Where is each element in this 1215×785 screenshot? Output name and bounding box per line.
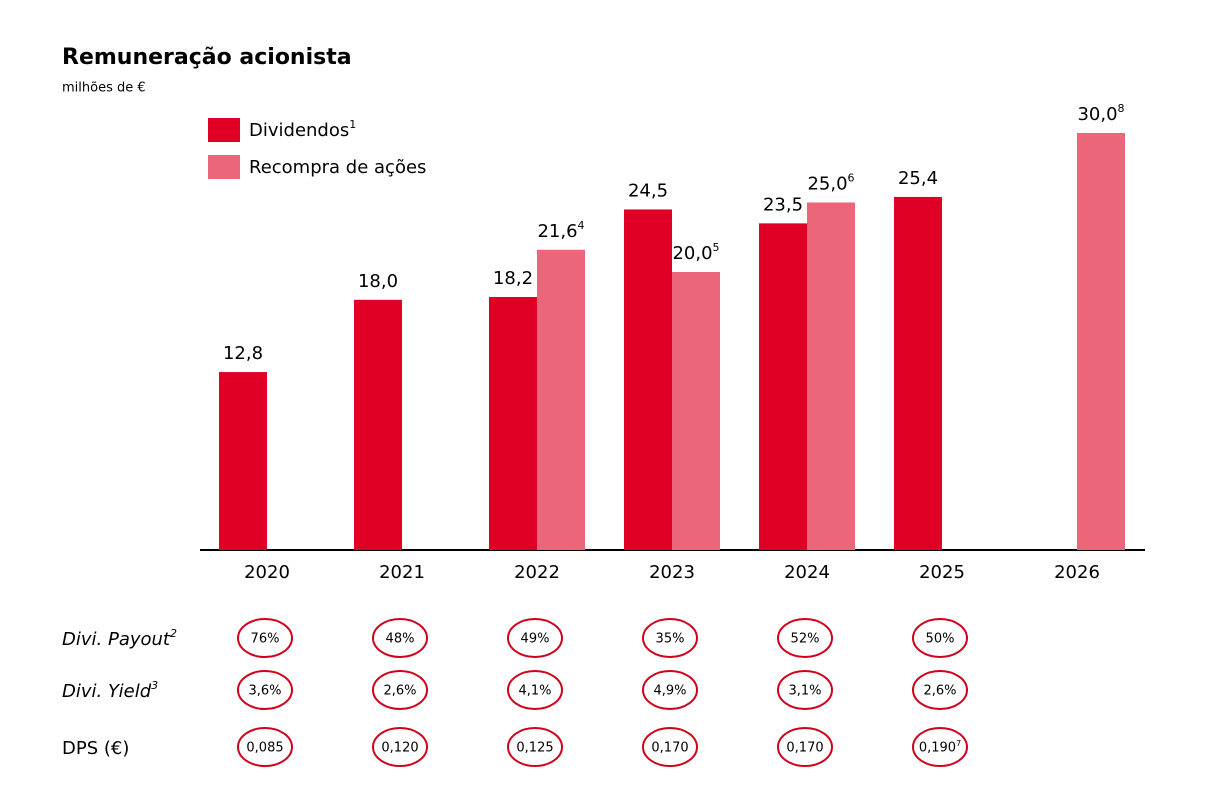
table-value: 3,1% (788, 684, 821, 699)
table-value: 0,120 (381, 741, 418, 756)
table-value: 2,6% (383, 684, 416, 699)
value-label: 30,08 (1077, 102, 1124, 126)
x-tick-label: 2020 (244, 562, 290, 583)
table-value: 0,085 (246, 741, 283, 756)
bar (624, 209, 672, 550)
table-value: 4,1% (518, 684, 551, 699)
value-label: 23,5 (763, 194, 803, 215)
value-circle (777, 670, 833, 710)
bar (759, 223, 807, 550)
value-label: 21,64 (537, 218, 584, 242)
value-circle (372, 727, 428, 767)
table-value: 0,170 (651, 741, 688, 756)
table-value: 48% (386, 632, 415, 647)
x-tick-label: 2023 (649, 562, 695, 583)
value-circle (912, 618, 968, 658)
bar (489, 297, 537, 550)
value-circle (912, 670, 968, 710)
value-circle (237, 727, 293, 767)
table-value: 2,6% (923, 684, 956, 699)
value-circle (507, 670, 563, 710)
bar (807, 202, 855, 550)
table-value: 0,125 (516, 741, 553, 756)
table-value: 52% (791, 632, 820, 647)
value-circle (912, 727, 968, 767)
value-label: 24,5 (628, 180, 668, 201)
footnote-marker: 2 (170, 627, 177, 640)
value-label: 18,2 (493, 268, 533, 289)
value-circle (372, 618, 428, 658)
value-label: 18,0 (358, 271, 398, 292)
bar (537, 249, 585, 550)
footnote-marker: 1 (349, 118, 356, 131)
value-circle (372, 670, 428, 710)
value-circle (507, 727, 563, 767)
bar (894, 196, 942, 550)
x-tick-label: 2022 (514, 562, 560, 583)
value-circle (777, 618, 833, 658)
value-label: 25,06 (807, 171, 854, 195)
row-label: DPS (€) (62, 738, 129, 759)
footnote-marker: 5 (713, 241, 720, 254)
footnote-marker: 4 (578, 218, 585, 231)
table-value: 76% (251, 632, 280, 647)
table-value: 0,1907 (919, 739, 961, 756)
row-label: Divi. Yield3 (62, 679, 158, 703)
chart-title: Remuneração acionista (62, 45, 352, 70)
value-circle (642, 670, 698, 710)
footnote-marker: 3 (151, 679, 158, 692)
value-circle (237, 670, 293, 710)
chart-subtitle: milhões de € (62, 81, 146, 96)
bar (354, 299, 402, 550)
legend-swatch (208, 118, 240, 142)
value-label: 25,4 (898, 168, 938, 189)
table-value: 49% (521, 632, 550, 647)
x-tick-label: 2024 (784, 562, 830, 583)
bar (1077, 133, 1125, 550)
x-tick-label: 2025 (919, 562, 965, 583)
table-value: 50% (926, 632, 955, 647)
value-circle (507, 618, 563, 658)
legend-label: Recompra de ações (249, 157, 426, 178)
row-label: Divi. Payout2 (62, 627, 177, 651)
bar (672, 272, 720, 550)
table-value: 35% (656, 632, 685, 647)
value-circle (642, 727, 698, 767)
legend-swatch (208, 155, 240, 179)
value-circle (777, 727, 833, 767)
table-value: 4,9% (653, 684, 686, 699)
table-value: 3,6% (248, 684, 281, 699)
x-tick-label: 2021 (379, 562, 425, 583)
value-label: 20,05 (672, 241, 719, 265)
x-tick-label: 2026 (1054, 562, 1100, 583)
bar (219, 372, 267, 550)
legend-label: Dividendos1 (249, 118, 356, 142)
value-circle (237, 618, 293, 658)
footnote-marker: 8 (1118, 102, 1125, 115)
footnote-marker: 6 (848, 171, 855, 184)
footnote-marker: 7 (956, 739, 961, 748)
value-label: 12,8 (223, 343, 263, 364)
table-value: 0,170 (786, 741, 823, 756)
value-circle (642, 618, 698, 658)
